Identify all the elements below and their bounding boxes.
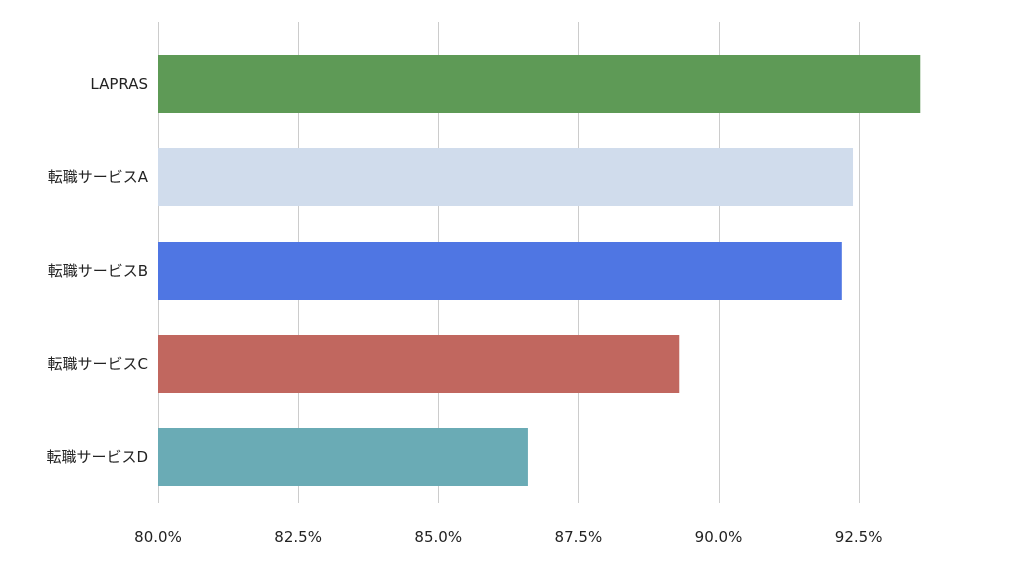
bars (158, 55, 921, 486)
category-labels: LAPRAS 転職サービスA 転職サービスB 転職サービスC 転職サービスD (46, 75, 148, 466)
category-label: 転職サービスC (48, 355, 148, 373)
bar (158, 55, 921, 113)
x-tick-labels: 80.0% 82.5% 85.0% 87.5% 90.0% 92.5% (134, 528, 882, 546)
category-label: LAPRAS (90, 75, 148, 93)
category-label: 転職サービスD (46, 448, 148, 466)
bar (158, 148, 854, 206)
x-tick-label: 92.5% (835, 528, 883, 546)
bar (158, 242, 842, 300)
bar (158, 428, 528, 486)
bar (158, 335, 680, 393)
category-label: 転職サービスA (48, 168, 149, 186)
x-tick-label: 85.0% (414, 528, 462, 546)
x-tick-label: 82.5% (274, 528, 322, 546)
x-tick-label: 80.0% (134, 528, 182, 546)
category-label: 転職サービスB (48, 262, 148, 280)
x-tick-label: 87.5% (555, 528, 603, 546)
x-tick-label: 90.0% (695, 528, 743, 546)
